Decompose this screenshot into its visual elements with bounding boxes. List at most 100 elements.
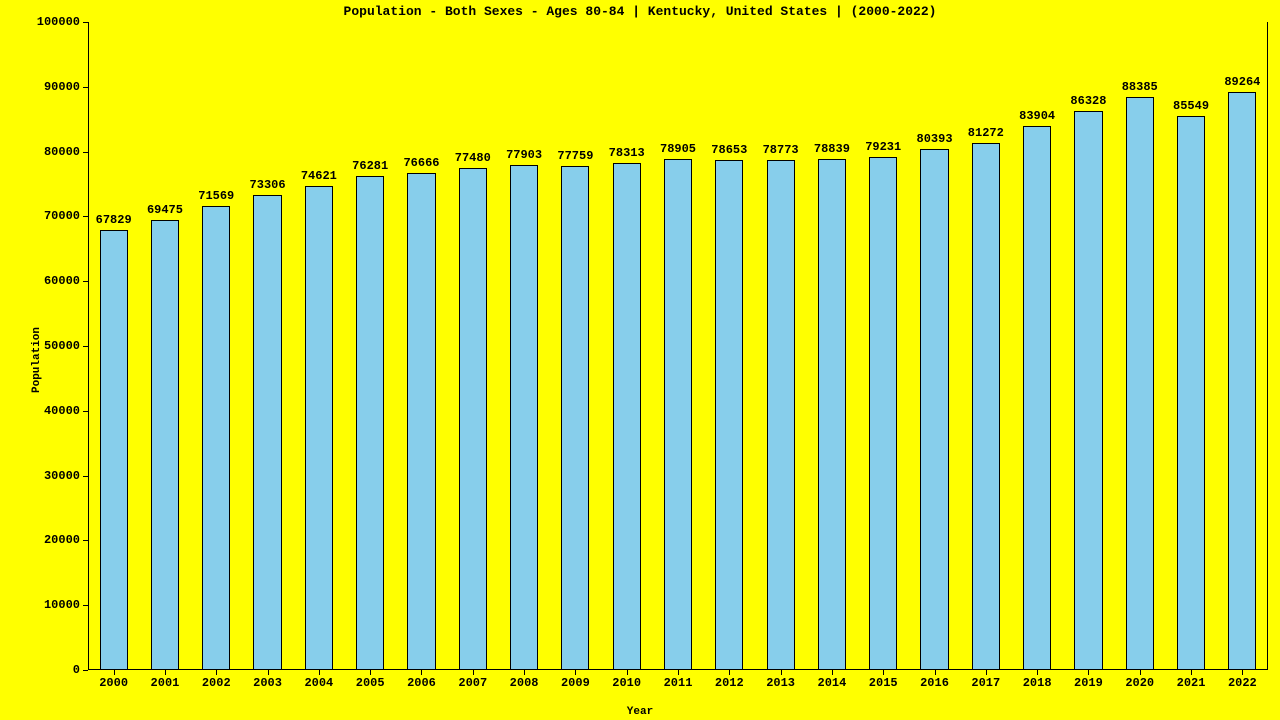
bar-value-label: 78839 bbox=[814, 142, 850, 156]
xtick-label: 2007 bbox=[458, 676, 487, 690]
xtick-label: 2012 bbox=[715, 676, 744, 690]
ytick-label: 30000 bbox=[44, 469, 80, 483]
bar bbox=[920, 149, 948, 670]
bar bbox=[1074, 111, 1102, 670]
bar-value-label: 73306 bbox=[250, 178, 286, 192]
xtick-label: 2006 bbox=[407, 676, 436, 690]
bar bbox=[561, 166, 589, 670]
xtick-label: 2014 bbox=[818, 676, 847, 690]
bar-value-label: 80393 bbox=[917, 132, 953, 146]
bar bbox=[818, 159, 846, 670]
xtick-mark bbox=[216, 670, 217, 675]
xtick-mark bbox=[935, 670, 936, 675]
xtick-mark bbox=[473, 670, 474, 675]
bar bbox=[972, 143, 1000, 670]
bar-value-label: 78905 bbox=[660, 142, 696, 156]
xtick-mark bbox=[1037, 670, 1038, 675]
ytick-label: 40000 bbox=[44, 404, 80, 418]
bar-value-label: 77903 bbox=[506, 148, 542, 162]
ytick-label: 80000 bbox=[44, 145, 80, 159]
xtick-mark bbox=[524, 670, 525, 675]
xtick-mark bbox=[165, 670, 166, 675]
xtick-label: 2013 bbox=[766, 676, 795, 690]
xtick-label: 2019 bbox=[1074, 676, 1103, 690]
xtick-label: 2009 bbox=[561, 676, 590, 690]
bar bbox=[1177, 116, 1205, 670]
bar bbox=[613, 163, 641, 670]
xtick-mark bbox=[1191, 670, 1192, 675]
bar bbox=[767, 160, 795, 670]
xtick-label: 2020 bbox=[1125, 676, 1154, 690]
xtick-mark bbox=[114, 670, 115, 675]
ytick-mark bbox=[83, 411, 88, 412]
bar-value-label: 69475 bbox=[147, 203, 183, 217]
xtick-mark bbox=[370, 670, 371, 675]
bar-value-label: 67829 bbox=[96, 213, 132, 227]
xtick-mark bbox=[883, 670, 884, 675]
bar bbox=[407, 173, 435, 670]
ytick-label: 90000 bbox=[44, 80, 80, 94]
ytick-label: 100000 bbox=[37, 15, 80, 29]
bar-value-label: 78653 bbox=[711, 143, 747, 157]
bar-value-label: 77480 bbox=[455, 151, 491, 165]
bar-value-label: 76666 bbox=[403, 156, 439, 170]
plot-area: 0100002000030000400005000060000700008000… bbox=[88, 22, 1268, 670]
bar bbox=[253, 195, 281, 670]
bar bbox=[1023, 126, 1051, 670]
xtick-mark bbox=[1242, 670, 1243, 675]
ytick-mark bbox=[83, 476, 88, 477]
bar bbox=[151, 220, 179, 670]
xtick-label: 2015 bbox=[869, 676, 898, 690]
xtick-mark bbox=[575, 670, 576, 675]
xtick-mark bbox=[268, 670, 269, 675]
ytick-label: 70000 bbox=[44, 209, 80, 223]
ytick-mark bbox=[83, 670, 88, 671]
bar bbox=[715, 160, 743, 670]
xtick-mark bbox=[1140, 670, 1141, 675]
right-spine bbox=[1267, 22, 1268, 670]
ytick-mark bbox=[83, 87, 88, 88]
bar bbox=[459, 168, 487, 670]
bar-value-label: 78773 bbox=[763, 143, 799, 157]
chart-title: Population - Both Sexes - Ages 80-84 | K… bbox=[0, 4, 1280, 19]
xtick-label: 2017 bbox=[971, 676, 1000, 690]
xtick-mark bbox=[781, 670, 782, 675]
bar-value-label: 83904 bbox=[1019, 109, 1055, 123]
bar-value-label: 81272 bbox=[968, 126, 1004, 140]
bar-value-label: 88385 bbox=[1122, 80, 1158, 94]
left-spine bbox=[88, 22, 89, 670]
bar-value-label: 76281 bbox=[352, 159, 388, 173]
bar-value-label: 89264 bbox=[1224, 75, 1260, 89]
xtick-label: 2004 bbox=[304, 676, 333, 690]
ytick-mark bbox=[83, 605, 88, 606]
bar-value-label: 71569 bbox=[198, 189, 234, 203]
bar bbox=[1126, 97, 1154, 670]
bar bbox=[202, 206, 230, 670]
bar-value-label: 85549 bbox=[1173, 99, 1209, 113]
xtick-label: 2008 bbox=[510, 676, 539, 690]
ytick-label: 50000 bbox=[44, 339, 80, 353]
xtick-label: 2005 bbox=[356, 676, 385, 690]
xtick-mark bbox=[421, 670, 422, 675]
xtick-label: 2022 bbox=[1228, 676, 1257, 690]
xtick-label: 2001 bbox=[151, 676, 180, 690]
xtick-label: 2010 bbox=[612, 676, 641, 690]
ytick-mark bbox=[83, 22, 88, 23]
xtick-label: 2018 bbox=[1023, 676, 1052, 690]
ytick-label: 0 bbox=[73, 663, 80, 677]
bar bbox=[869, 157, 897, 670]
bar-value-label: 77759 bbox=[557, 149, 593, 163]
xtick-mark bbox=[729, 670, 730, 675]
xtick-mark bbox=[1088, 670, 1089, 675]
bar bbox=[305, 186, 333, 670]
ytick-mark bbox=[83, 216, 88, 217]
chart-container: Population - Both Sexes - Ages 80-84 | K… bbox=[0, 0, 1280, 720]
bar-value-label: 78313 bbox=[609, 146, 645, 160]
x-axis-label: Year bbox=[0, 706, 1280, 718]
bar-value-label: 74621 bbox=[301, 169, 337, 183]
xtick-mark bbox=[627, 670, 628, 675]
xtick-label: 2000 bbox=[99, 676, 128, 690]
bar bbox=[1228, 92, 1256, 670]
bar bbox=[664, 159, 692, 670]
xtick-mark bbox=[678, 670, 679, 675]
